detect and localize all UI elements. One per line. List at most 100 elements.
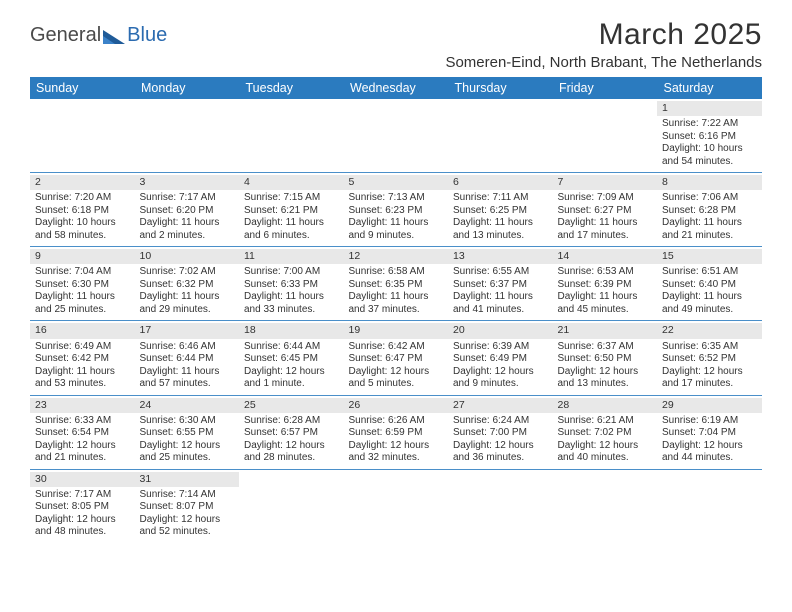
sunrise-text: Sunrise: 7:17 AM: [35, 489, 130, 502]
calendar-cell: [553, 99, 658, 173]
daylight-text: Daylight: 11 hours and 53 minutes.: [35, 366, 130, 391]
daylight-text: Daylight: 11 hours and 57 minutes.: [140, 366, 235, 391]
day-header: Monday: [135, 77, 240, 99]
day-number: 11: [239, 249, 344, 264]
calendar-cell: 18 Sunrise: 6:44 AMSunset: 6:45 PMDayligh…: [239, 321, 344, 395]
calendar-cell: 9Sunrise: 7:04 AMSunset: 6:30 PMDaylight…: [30, 247, 135, 321]
sunrise-text: Sunrise: 7:09 AM: [558, 192, 653, 205]
calendar-cell: 20Sunrise: 6:39 AMSunset: 6:49 PMDayligh…: [448, 321, 553, 395]
sunset-text: Sunset: 6:54 PM: [35, 427, 130, 440]
sunset-text: Sunset: 6:57 PM: [244, 427, 339, 440]
calendar-cell: 25Sunrise: 6:28 AMSunset: 6:57 PMDayligh…: [239, 395, 344, 469]
daylight-text: Daylight: 12 hours and 32 minutes.: [349, 440, 444, 465]
daylight-text: Daylight: 12 hours and 25 minutes.: [140, 440, 235, 465]
day-number: 31: [135, 472, 240, 487]
calendar-cell: 2Sunrise: 7:20 AMSunset: 6:18 PMDaylight…: [30, 173, 135, 247]
calendar-cell: 14Sunrise: 6:53 AMSunset: 6:39 PMDayligh…: [553, 247, 658, 321]
day-number: 6: [448, 175, 553, 190]
sunset-text: Sunset: 6:18 PM: [35, 205, 130, 218]
daylight-text: Daylight: 11 hours and 49 minutes.: [662, 291, 757, 316]
calendar-cell: 12Sunrise: 6:58 AMSunset: 6:35 PMDayligh…: [344, 247, 449, 321]
sunset-text: Sunset: 6:49 PM: [453, 353, 548, 366]
sunset-text: Sunset: 6:39 PM: [558, 279, 653, 292]
calendar-cell: [344, 99, 449, 173]
sunrise-text: Sunrise: 6:24 AM: [453, 415, 548, 428]
calendar-cell: [239, 99, 344, 173]
daylight-text: Daylight: 11 hours and 13 minutes.: [453, 217, 548, 242]
calendar-cell: 7Sunrise: 7:09 AMSunset: 6:27 PMDaylight…: [553, 173, 658, 247]
sunrise-text: Sunrise: 6:42 AM: [349, 341, 444, 354]
sunrise-text: Sunrise: 7:11 AM: [453, 192, 548, 205]
daylight-text: Daylight: 12 hours and 17 minutes.: [662, 366, 757, 391]
sunrise-text: Sunrise: 6:26 AM: [349, 415, 444, 428]
logo: General Blue: [30, 24, 167, 47]
sunrise-text: Sunrise: 7:04 AM: [35, 266, 130, 279]
sunset-text: Sunset: 6:28 PM: [662, 205, 757, 218]
calendar-cell: 3Sunrise: 7:17 AMSunset: 6:20 PMDaylight…: [135, 173, 240, 247]
sunrise-text: Sunrise: 6:55 AM: [453, 266, 548, 279]
daylight-text: Daylight: 12 hours and 52 minutes.: [140, 514, 235, 539]
sunset-text: Sunset: 7:00 PM: [453, 427, 548, 440]
day-number: 20: [448, 323, 553, 338]
sunrise-text: Sunrise: 6:44 AM: [244, 341, 339, 354]
calendar-cell: 31Sunrise: 7:14 AMSunset: 8:07 PMDayligh…: [135, 469, 240, 543]
day-header: Sunday: [30, 77, 135, 99]
calendar-cell: 17Sunrise: 6:46 AMSunset: 6:44 PMDayligh…: [135, 321, 240, 395]
header-row: General Blue March 2025 Someren-Eind, No…: [30, 18, 762, 71]
day-header: Wednesday: [344, 77, 449, 99]
sunrise-text: Sunrise: 6:49 AM: [35, 341, 130, 354]
daylight-text: Daylight: 12 hours and 44 minutes.: [662, 440, 757, 465]
sunset-text: Sunset: 6:55 PM: [140, 427, 235, 440]
sunset-text: Sunset: 6:35 PM: [349, 279, 444, 292]
sunset-text: Sunset: 6:33 PM: [244, 279, 339, 292]
day-number: 9: [30, 249, 135, 264]
calendar-week: 1Sunrise: 7:22 AMSunset: 6:16 PMDaylight…: [30, 99, 762, 173]
sunrise-text: Sunrise: 6:33 AM: [35, 415, 130, 428]
calendar-week: 2Sunrise: 7:20 AMSunset: 6:18 PMDaylight…: [30, 173, 762, 247]
calendar-cell: [448, 99, 553, 173]
calendar-cell: 15Sunrise: 6:51 AMSunset: 6:40 PMDayligh…: [657, 247, 762, 321]
sunrise-text: Sunrise: 7:20 AM: [35, 192, 130, 205]
calendar-cell: 23Sunrise: 6:33 AMSunset: 6:54 PMDayligh…: [30, 395, 135, 469]
sunset-text: Sunset: 6:27 PM: [558, 205, 653, 218]
calendar-cell: [553, 469, 658, 543]
daylight-text: Daylight: 12 hours and 40 minutes.: [558, 440, 653, 465]
calendar-cell: [657, 469, 762, 543]
day-number: 16: [30, 323, 135, 338]
day-header-row: Sunday Monday Tuesday Wednesday Thursday…: [30, 77, 762, 99]
day-number: 5: [344, 175, 449, 190]
sunrise-text: Sunrise: 6:37 AM: [558, 341, 653, 354]
daylight-text: Daylight: 12 hours and 48 minutes.: [35, 514, 130, 539]
daylight-text: Daylight: 11 hours and 2 minutes.: [140, 217, 235, 242]
day-number: 8: [657, 175, 762, 190]
day-number: 25: [239, 398, 344, 413]
sunrise-text: Sunrise: 6:35 AM: [662, 341, 757, 354]
day-number: 10: [135, 249, 240, 264]
sunrise-text: Sunrise: 7:15 AM: [244, 192, 339, 205]
sunset-text: Sunset: 6:45 PM: [244, 353, 339, 366]
calendar-cell: 5 Sunrise: 7:13 AMSunset: 6:23 PMDaylight…: [344, 173, 449, 247]
calendar-table: Sunday Monday Tuesday Wednesday Thursday…: [30, 77, 762, 543]
day-number: 1: [657, 101, 762, 116]
sunset-text: Sunset: 6:21 PM: [244, 205, 339, 218]
calendar-week: 23Sunrise: 6:33 AMSunset: 6:54 PMDayligh…: [30, 395, 762, 469]
sunrise-text: Sunrise: 6:51 AM: [662, 266, 757, 279]
day-number: 28: [553, 398, 658, 413]
day-number: 22: [657, 323, 762, 338]
sunset-text: Sunset: 7:04 PM: [662, 427, 757, 440]
sunrise-text: Sunrise: 7:13 AM: [349, 192, 444, 205]
daylight-text: Daylight: 11 hours and 9 minutes.: [349, 217, 444, 242]
daylight-text: Daylight: 11 hours and 41 minutes.: [453, 291, 548, 316]
daylight-text: Daylight: 12 hours and 1 minute.: [244, 366, 339, 391]
calendar-cell: [30, 99, 135, 173]
day-number: 18: [239, 323, 344, 338]
day-number: 30: [30, 472, 135, 487]
sunset-text: Sunset: 7:02 PM: [558, 427, 653, 440]
sunset-text: Sunset: 6:40 PM: [662, 279, 757, 292]
calendar-cell: 24Sunrise: 6:30 AMSunset: 6:55 PMDayligh…: [135, 395, 240, 469]
sunset-text: Sunset: 8:07 PM: [140, 501, 235, 514]
daylight-text: Daylight: 10 hours and 54 minutes.: [662, 143, 757, 168]
day-number: 17: [135, 323, 240, 338]
sunrise-text: Sunrise: 6:30 AM: [140, 415, 235, 428]
sunset-text: Sunset: 6:23 PM: [349, 205, 444, 218]
